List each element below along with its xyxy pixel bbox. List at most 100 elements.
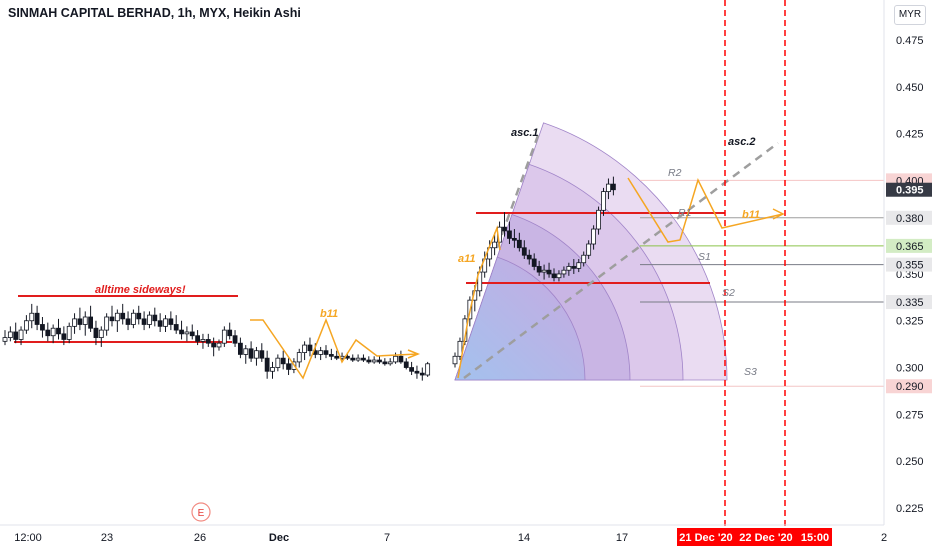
candle-body-39 [211, 342, 217, 348]
annotation-r2-6: R2 [668, 167, 682, 179]
candle-body-37 [200, 339, 206, 342]
pattern-lines [250, 177, 785, 380]
time-label-5: 14 [518, 532, 530, 544]
candle-body-22 [120, 312, 126, 320]
candle-body-30 [163, 318, 168, 327]
pattern-b11-left-arrow [407, 349, 421, 359]
candle-body-70 [377, 359, 382, 363]
annotation-s1-8: S1 [698, 251, 711, 263]
candle-body-5 [29, 312, 35, 322]
price-label-5: 0.335 [896, 297, 924, 309]
annotations: alltime sideways! b11 a11 b11 asc.1 asc.2 R2 R1… [95, 127, 760, 522]
candle-body-77 [414, 370, 420, 374]
candle-body-67 [361, 357, 366, 361]
annotation-s2-9: S2 [722, 287, 735, 299]
candle-body-68 [366, 359, 372, 363]
time-highlight-label-2: 15:00 [801, 532, 829, 544]
candle-body-20 [109, 316, 115, 322]
time-highlight-bg [677, 528, 832, 546]
candle-body-11 [61, 333, 67, 340]
candle-body-36 [195, 335, 201, 342]
time-axis[interactable]: 12:00 23 26 Dec 7 14 17 2 21 Dec '20 22 Dec '20 15… [0, 524, 887, 546]
annotation-b11-3: b11 [742, 209, 760, 221]
pattern-b11-right-arrow [772, 208, 785, 220]
price-axis[interactable]: 0.475 0.450 0.425 0.395 0.350 0.325 0.300 0.275… [883, 0, 932, 525]
candle-body-17 [93, 327, 99, 338]
fan-arc-3 [454, 256, 586, 381]
candle-body-41 [221, 329, 227, 344]
candle-body-3 [18, 329, 24, 340]
event-marker [191, 502, 211, 522]
price-tick-9: 0.225 [896, 503, 924, 515]
candle-body-60 [323, 350, 329, 355]
candle-body-27 [147, 314, 152, 325]
candle-body-107 [586, 243, 592, 256]
candle-body-96 [531, 258, 537, 267]
candle-body-43 [232, 335, 238, 344]
candle-body-1 [7, 331, 13, 338]
price-label-bg-4 [886, 257, 932, 272]
candle-body-38 [205, 339, 211, 344]
candle-body-97 [536, 266, 542, 273]
price-tick-2: 0.425 [896, 129, 924, 141]
candle-body-88 [492, 241, 498, 249]
time-label-4: 7 [384, 532, 390, 544]
candle-body-102 [561, 269, 567, 275]
candle-body-109 [596, 209, 601, 230]
price-label-3: 0.365 [896, 241, 924, 253]
event-marker-label: E [198, 508, 205, 519]
candle-body-50 [270, 367, 275, 372]
candle-body-14 [77, 318, 83, 325]
candle-body-15 [82, 316, 88, 325]
candle-body-45 [243, 348, 249, 355]
candle-body-101 [556, 273, 562, 279]
candle-body-19 [104, 316, 110, 331]
candle-body-46 [248, 348, 254, 359]
candle-body-56 [302, 344, 308, 353]
time-label-1: 23 [101, 532, 113, 544]
candle-body-103 [566, 266, 572, 271]
candle-body-23 [125, 318, 131, 325]
candle-body-4 [23, 320, 29, 331]
candle-body-49 [264, 357, 270, 372]
candle-body-93 [516, 239, 522, 249]
annotation-s3-10: S3 [744, 366, 757, 378]
candle-body-2 [13, 331, 19, 340]
candle-body-9 [50, 327, 56, 337]
candle-body-16 [88, 316, 93, 329]
candle-body-81 [457, 340, 463, 357]
time-label-2: 26 [194, 532, 206, 544]
currency-button[interactable]: MYR [894, 5, 926, 25]
candle-body-78 [419, 372, 425, 376]
candle-body-69 [371, 359, 377, 363]
candle-body-108 [591, 228, 596, 245]
candle-body-112 [611, 183, 616, 191]
candle-body-35 [189, 331, 195, 337]
price-tick-4: 0.350 [896, 269, 924, 281]
candle-body-48 [259, 350, 265, 359]
price-label-bg-6 [886, 379, 932, 394]
candle-body-0 [2, 337, 8, 342]
candle-body-10 [56, 327, 61, 335]
price-tick-0: 0.475 [896, 35, 924, 47]
annotation-a11-2: a11 [458, 253, 476, 265]
candle-body-76 [409, 367, 415, 372]
candle-body-42 [227, 329, 233, 337]
price-label-6: 0.290 [896, 381, 924, 393]
price-label-bg-1 [886, 182, 932, 197]
candle-body-80 [452, 355, 458, 365]
chart-title: SINMAH CAPITAL BERHAD, 1h, MYX, Heikin A… [8, 6, 301, 20]
pattern-a11 [457, 225, 501, 379]
session-markers [724, 0, 786, 528]
candle-body-57 [307, 344, 313, 352]
candle-body-110 [601, 191, 606, 211]
candle-body-104 [571, 266, 577, 269]
candle-body-40 [216, 342, 222, 348]
candle-body-105 [576, 262, 582, 269]
candle-body-51 [275, 357, 281, 368]
price-tick-5: 0.325 [896, 316, 924, 328]
price-label-bg-3 [886, 238, 932, 253]
candle-body-7 [40, 324, 45, 331]
candle-body-18 [98, 329, 104, 338]
